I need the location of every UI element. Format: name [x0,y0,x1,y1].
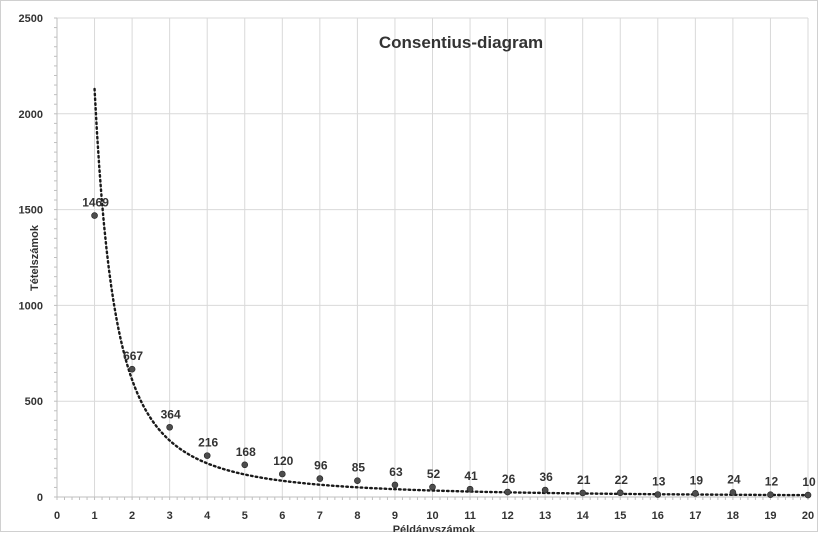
y-axis-label: Tételszámok [29,224,41,291]
data-labels: 1469 667 364 216 168 120 96 85 63 52 41 26 36 21 22 13 1… [82,196,816,490]
x-tick-label: 13 [539,510,551,522]
data-label: 12 [765,475,779,489]
data-point [429,483,436,491]
data-point [354,477,361,485]
data-label: 63 [389,465,403,479]
data-label: 26 [502,472,516,486]
x-tick-label: 19 [764,510,776,522]
data-point [128,365,136,373]
y-tick-label: 0 [37,492,43,504]
data-point [729,489,737,496]
x-tick-label: 9 [392,510,398,522]
x-tick-label: 1 [91,510,97,522]
y-tick-label: 2000 [19,109,43,121]
data-point [616,489,624,497]
data-point [316,475,324,482]
data-point [767,491,774,499]
data-label: 1469 [82,196,109,210]
x-tick-label: 14 [577,510,590,522]
y-tick-label: 1500 [19,205,43,217]
data-point [579,489,587,497]
data-label: 120 [273,454,293,468]
y-tick-label: 1000 [19,300,43,312]
x-tick-label: 12 [501,510,513,522]
x-tick-label: 2 [129,510,135,522]
data-point [203,452,211,459]
x-tick-label: 6 [279,510,285,522]
x-tick-label: 3 [167,510,173,522]
x-tick-label: 7 [317,510,323,522]
data-label: 364 [161,407,181,421]
data-point [391,481,399,489]
chart-title: Consentius-diagram [379,33,543,52]
data-label: 52 [427,467,441,481]
data-label: 21 [577,473,591,487]
y-tick-label: 500 [25,396,43,408]
data-label: 96 [314,459,328,473]
data-label: 168 [236,445,256,459]
x-tick-label: 11 [464,510,476,522]
trendline [93,87,810,497]
data-point [692,490,699,497]
data-label: 667 [123,349,143,363]
data-point [654,491,662,498]
x-tick-label: 0 [54,510,60,522]
x-tick-label: 4 [204,510,211,522]
data-label: 41 [464,469,478,483]
x-axis-label: Példányszámok [393,524,476,532]
tick-labels: 0 1 2 3 4 5 6 7 8 9 10 11 12 13 14 15 16 17 18 19 2005001000… [19,13,815,522]
data-label: 22 [615,473,629,487]
data-point [804,491,812,499]
data-point [241,461,249,469]
data-point [278,470,286,478]
data-label: 85 [352,461,366,475]
x-tick-label: 18 [727,510,739,522]
x-tick-label: 10 [426,510,438,522]
x-tick-label: 8 [354,510,360,522]
data-points [91,212,812,499]
data-label: 24 [727,472,741,486]
x-tick-label: 5 [242,510,248,522]
data-label: 216 [198,436,218,450]
data-point [504,488,511,496]
data-point [166,423,173,431]
data-label: 36 [539,470,553,484]
axes [54,17,809,500]
x-tick-label: 17 [689,510,701,522]
data-label: 13 [652,475,666,489]
data-point [91,212,98,219]
data-label: 10 [802,475,816,489]
data-point [541,486,549,494]
x-tick-label: 20 [802,510,814,522]
data-label: 19 [690,473,704,487]
data-point [466,485,474,493]
y-tick-label: 2500 [19,13,43,25]
x-tick-label: 15 [614,510,626,522]
x-tick-label: 16 [652,510,664,522]
